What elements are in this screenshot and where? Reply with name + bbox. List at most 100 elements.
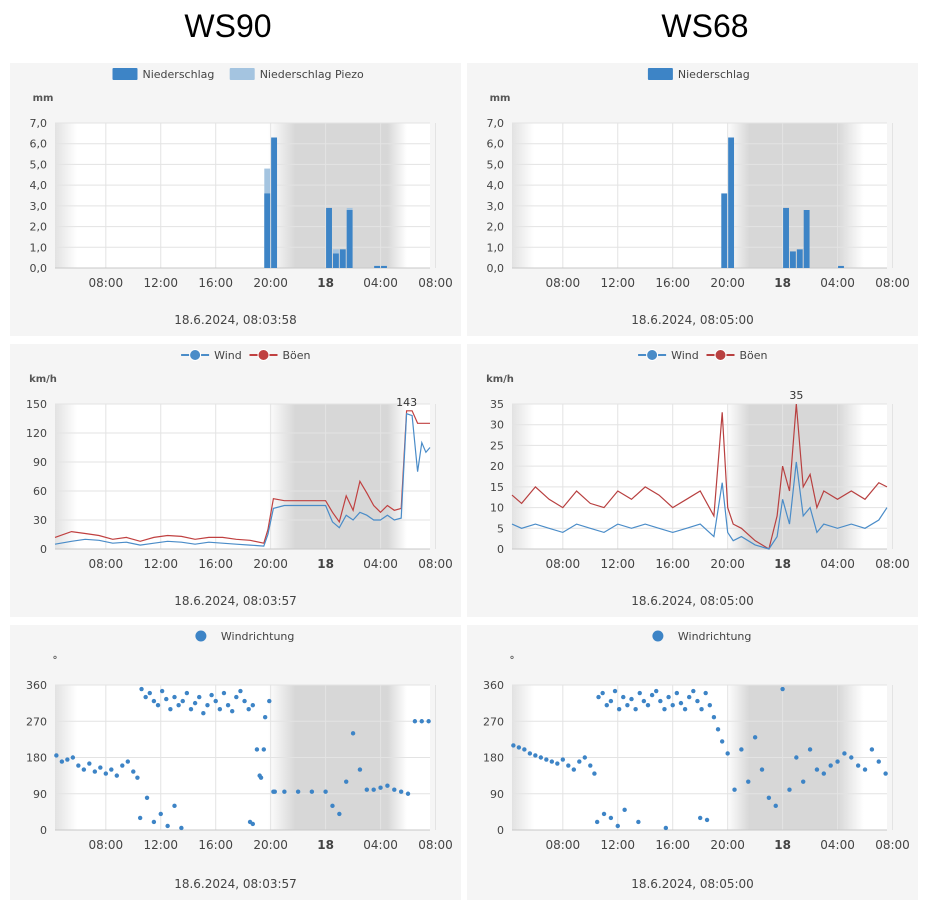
y-tick-label: 0 — [497, 543, 504, 556]
chart-svg: 0 30 60 90 120 150 08:00 12:00 16:00 20:00 18 04:00… — [26, 349, 453, 608]
chart-svg: 0,0 1,0 2,0 3,0 4,0 5,0 6,0 7,0 08:00 12:00 16:00 2… — [487, 68, 910, 327]
y-tick-label: 7,0 — [30, 117, 48, 130]
x-tick-label: 04:00 — [820, 838, 855, 852]
scatter-point — [179, 825, 184, 831]
chart-svg: 0 90 180 270 360 08:00 12:00 16:00 20:00 18 04:00 0… — [26, 630, 453, 891]
scatter-point — [184, 690, 190, 696]
legend-swatch-marker — [189, 349, 202, 361]
x-tick-label: 16:00 — [198, 557, 233, 571]
scatter-point — [172, 694, 177, 700]
scatter-point — [250, 821, 256, 827]
y-tick-label: 0,0 — [30, 262, 48, 275]
bar — [264, 193, 271, 268]
scatter-point — [213, 698, 218, 704]
y-axis-unit: ° — [53, 655, 58, 666]
scatter-point — [522, 747, 527, 752]
chart-timestamp: 18.6.2024, 08:03:58 — [174, 313, 297, 327]
scatter-point — [330, 803, 335, 809]
y-tick-label: 6,0 — [487, 138, 505, 151]
legend-swatch-marker — [257, 349, 270, 361]
scatter-point — [759, 767, 765, 772]
scatter-point — [855, 763, 861, 768]
scatter-point — [596, 694, 601, 700]
chart-timestamp: 18.6.2024, 08:03:57 — [174, 877, 297, 891]
scatter-point — [272, 789, 277, 794]
y-tick-label: 360 — [26, 679, 47, 692]
chart-panel-ws90-rain: 0,0 1,0 2,0 3,0 4,0 5,0 6,0 7,0 08:00 12:00 16:00 2… — [10, 63, 461, 336]
chart-svg: 0,0 1,0 2,0 3,0 4,0 5,0 6,0 7,0 08:00 12:00 16:00 2… — [30, 68, 453, 327]
scatter-point — [144, 795, 150, 800]
scatter-point — [412, 719, 418, 724]
chart-timestamp: 18.6.2024, 08:05:00 — [631, 877, 754, 891]
legend-swatch-marker — [646, 349, 659, 361]
scatter-point — [81, 767, 87, 772]
scatter-point — [592, 771, 597, 776]
scatter-point — [615, 823, 620, 829]
x-tick-label: 18 — [317, 838, 334, 852]
scatter-point — [151, 819, 157, 825]
morning-shade — [55, 404, 77, 549]
scatter-point — [625, 702, 630, 708]
scatter-point — [242, 698, 247, 704]
scatter-point — [143, 694, 148, 700]
y-tick-label: 270 — [483, 715, 504, 728]
bar — [332, 253, 339, 268]
morning-shade — [55, 123, 77, 268]
scatter-point — [337, 811, 342, 817]
scatter-point — [629, 696, 634, 702]
scatter-point — [699, 706, 704, 712]
series-line-böen — [54, 410, 430, 544]
x-tick-label: 16:00 — [655, 276, 690, 290]
legend-label: Böen — [740, 349, 768, 362]
scatter-point — [221, 690, 227, 696]
morning-shade — [512, 404, 534, 549]
scatter-point — [622, 807, 627, 813]
scatter-point — [229, 708, 235, 714]
y-tick-label: 6,0 — [30, 138, 48, 151]
legend-label: Wind — [671, 349, 699, 362]
x-tick-label: 08:00 — [89, 276, 124, 290]
x-tick-label: 20:00 — [253, 557, 288, 571]
scatter-point — [801, 779, 806, 784]
scatter-point — [516, 745, 522, 750]
legend-item: Wind — [638, 349, 699, 362]
x-tick-label: 08:00 — [546, 838, 581, 852]
x-tick-label: 20:00 — [710, 838, 745, 852]
legend-item: Niederschlag — [647, 68, 750, 81]
scatter-point — [217, 706, 223, 712]
scatter-point — [649, 692, 655, 698]
y-tick-label: 180 — [26, 752, 47, 765]
y-tick-label: 7,0 — [487, 117, 505, 130]
legend-swatch — [647, 68, 673, 80]
scatter-point — [600, 690, 605, 696]
scatter-point — [295, 789, 301, 794]
scatter-point — [371, 787, 376, 792]
scatter-point — [137, 815, 143, 821]
scatter-point — [364, 787, 370, 792]
scatter-point — [392, 787, 397, 792]
scatter-point — [719, 739, 725, 744]
x-tick-label: 08:00 — [89, 557, 124, 571]
bar — [346, 210, 353, 268]
scatter-point — [849, 755, 854, 760]
chart-svg: 0 5 10 15 20 25 30 35 08:00 12:00 16:00 20:00 18 04:0… — [486, 349, 910, 608]
scatter-point — [238, 688, 243, 694]
chart-timestamp: 18.6.2024, 08:05:00 — [631, 313, 754, 327]
scatter-point — [670, 702, 675, 708]
scatter-point — [114, 773, 120, 778]
y-tick-label: 0 — [40, 543, 47, 556]
legend-label: Niederschlag — [678, 68, 750, 81]
chart-panel-ws68-wind: 0 5 10 15 20 25 30 35 08:00 12:00 16:00 20:00 18 04:0… — [467, 344, 918, 617]
scatter-point — [419, 719, 424, 724]
scatter-point — [780, 686, 785, 692]
scatter-point — [159, 688, 165, 694]
scatter-point — [139, 686, 144, 692]
scatter-point — [835, 759, 840, 764]
bar — [789, 251, 796, 268]
legend-item: Niederschlag Piezo — [229, 68, 364, 81]
x-tick-label: 16:00 — [655, 557, 690, 571]
scatter-point — [608, 698, 614, 704]
scatter-point — [225, 702, 231, 708]
legend-label: Niederschlag Piezo — [260, 68, 364, 81]
y-tick-label: 30 — [490, 419, 504, 432]
